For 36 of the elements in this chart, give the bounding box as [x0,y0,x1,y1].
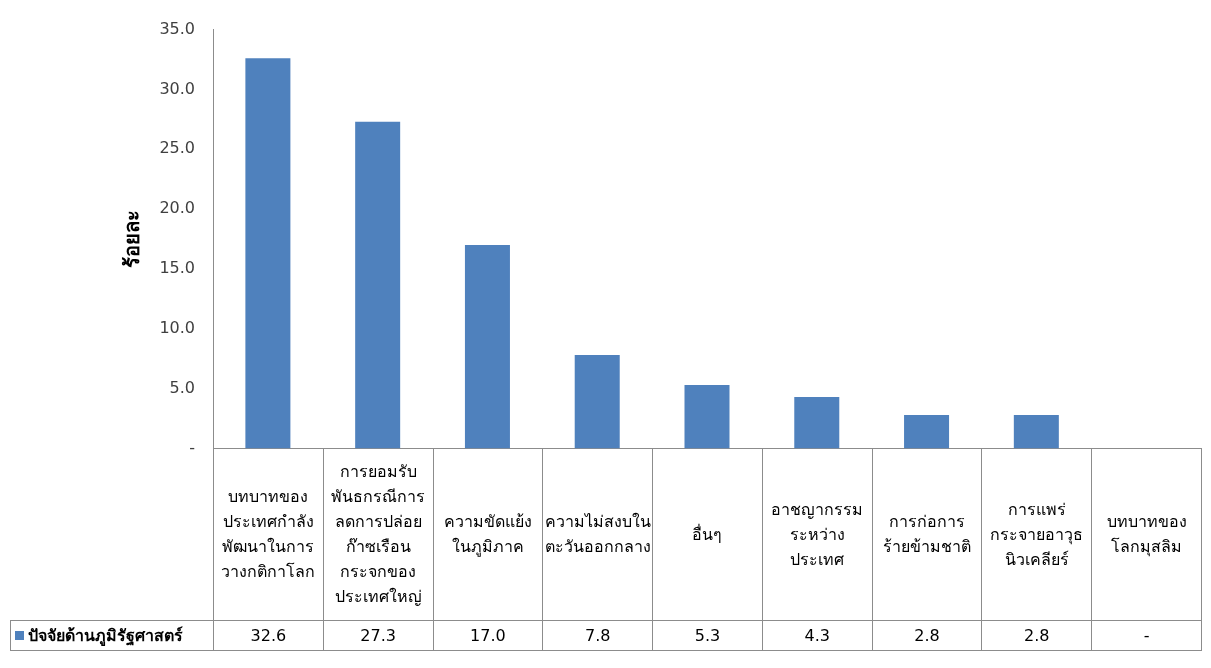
x-tick-label: อาชญากรรมระหว่างประเทศ [761,448,873,622]
data-label: 2.8 [981,620,1093,652]
y-tick-label: 10.0 [159,317,195,337]
bar [1013,414,1059,449]
bar [904,414,950,449]
bar [684,384,730,449]
y-tick-label: 15.0 [159,258,195,278]
bar [245,58,291,449]
y-tick-label: 30.0 [159,78,195,98]
y-tick-label: 5.0 [169,377,195,397]
y-axis-title: ร้อยละ [120,210,145,268]
data-label: 32.6 [213,620,324,652]
x-tick-label: อื่นๆ [652,448,763,622]
x-tick-label: การก่อการร้ายข้ามชาติ [871,448,983,622]
x-tick-label: ความขัดแย้งในภูมิภาค [432,448,544,622]
x-tick-label: ความไม่สงบในตะวันออกกลาง [542,448,654,622]
bar [355,121,401,449]
x-tick-label: บทบาทของประเทศกำลังพัฒนาในการวางกติกาโลก [213,448,324,622]
y-tick-label: 20.0 [159,198,195,218]
bar [794,396,840,449]
data-label: 27.3 [322,620,434,652]
data-label: 17.0 [432,620,544,652]
bar [464,244,510,449]
legend-label: ปัจจัยด้านภูมิรัฐศาสตร์ [28,625,183,648]
y-tick-label: 35.0 [159,18,195,38]
data-label: - [1091,620,1202,652]
y-tick-label: - [189,437,195,457]
data-label: 4.3 [761,620,873,652]
x-tick-label: การยอมรับพันธกรณีการลดการปล่อยก๊าซเรือนกระจกของประเทศใหญ่ [322,448,434,622]
bar [574,355,620,449]
x-tick-label: บทบาทของโลกมุสลิม [1091,448,1202,622]
y-tick-label: 25.0 [159,138,195,158]
data-label: 2.8 [871,620,983,652]
x-tick-label: การแพร่กระจายอาวุธนิวเคลียร์ [981,448,1093,622]
data-label: 7.8 [542,620,654,652]
data-label: 5.3 [652,620,763,652]
